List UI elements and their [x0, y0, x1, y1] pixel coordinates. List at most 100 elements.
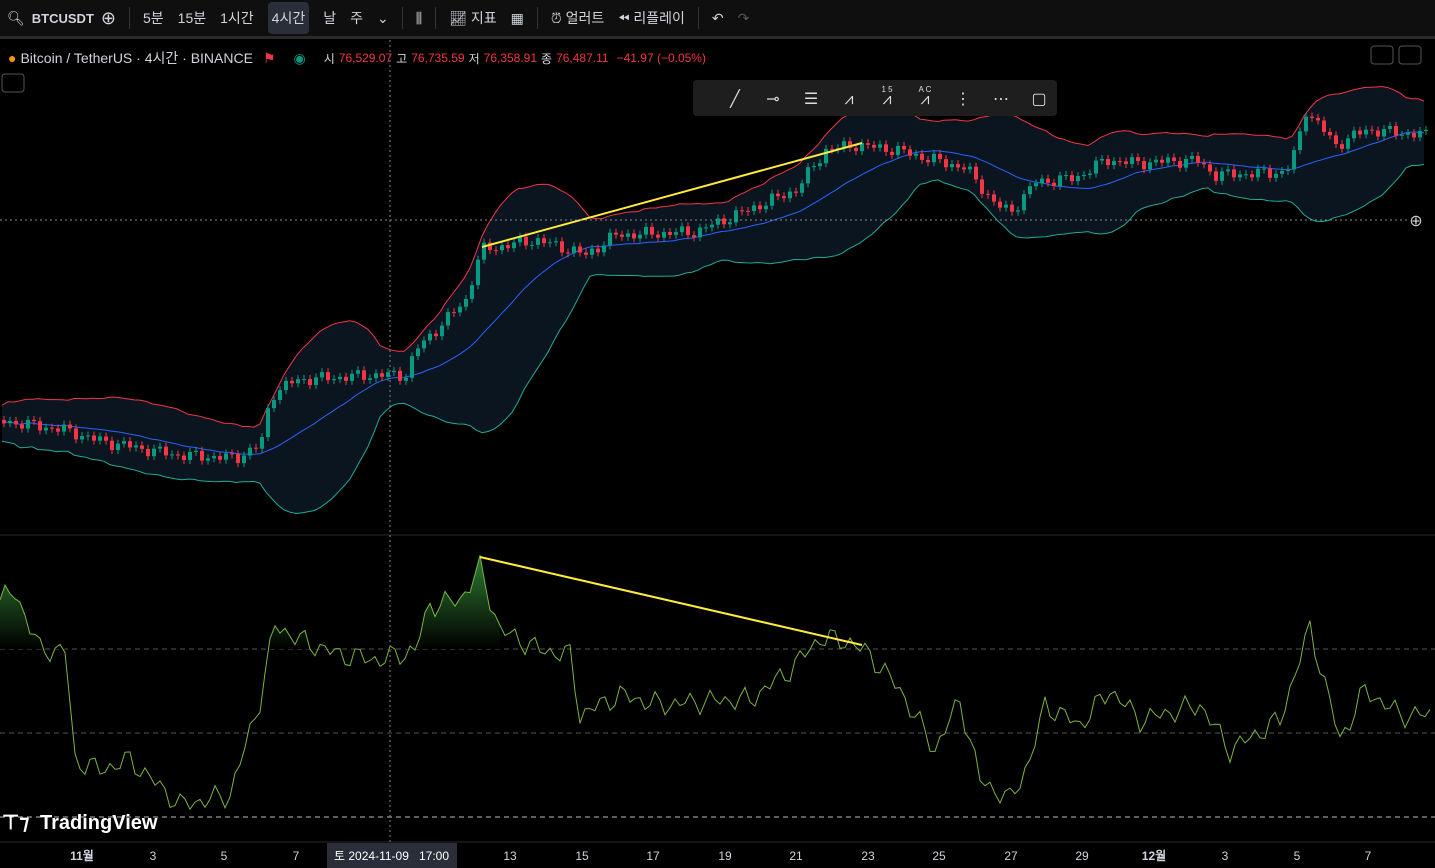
candle-body [206, 458, 210, 461]
flag[interactable]: ⚑ [262, 49, 276, 66]
layouts[interactable]: ▦ [510, 9, 524, 26]
candle-body [188, 451, 192, 461]
small-button[interactable] [1, 73, 25, 93]
alert-button[interactable]: ⏰︎ 얼러트 [550, 10, 605, 26]
time-label: 5 [221, 849, 228, 863]
candle-body [794, 191, 798, 193]
candle-body [8, 420, 12, 424]
candle-body [1064, 175, 1068, 177]
candle-body [398, 370, 402, 381]
logo: TradingView [40, 812, 158, 834]
interval-dropdown[interactable]: ⌄ [376, 9, 389, 26]
interval[interactable]: 주 [350, 10, 363, 26]
candle-body [422, 340, 426, 349]
time-label: 3 [150, 849, 157, 863]
candle-body [1112, 161, 1116, 166]
candle-body [1274, 173, 1278, 178]
candle-body [704, 227, 708, 229]
candle-body [716, 218, 720, 225]
candle-body [1202, 162, 1206, 165]
candle-body [1292, 150, 1296, 170]
replay-button[interactable]: ⏪︎ 리플레이 [618, 10, 685, 26]
interval[interactable]: 날 [323, 10, 337, 26]
candle-body [1304, 116, 1308, 132]
time-label: 21 [789, 849, 803, 863]
candle-body [1298, 131, 1302, 151]
time-label: 29 [1075, 849, 1089, 863]
candle-body [638, 234, 642, 239]
drawing-tool[interactable]: ⋮ [955, 91, 971, 108]
drawing-tool[interactable]: ⋯ [993, 91, 1009, 108]
small-button[interactable] [1370, 45, 1394, 65]
candle-body [332, 379, 336, 381]
candle-body [134, 445, 138, 448]
redo[interactable]: ↷ [737, 9, 750, 26]
candle-body [416, 348, 420, 357]
time-label: 7 [293, 849, 300, 863]
candle-body [104, 436, 108, 441]
drawing-tool[interactable]: ╱ [729, 89, 741, 108]
candle-body [224, 453, 228, 460]
interval[interactable]: 4시간 [267, 2, 310, 34]
drawing-tool[interactable]: ⊸ [766, 91, 779, 108]
trend-line [479, 556, 863, 646]
candle-body [818, 163, 822, 167]
chart-type[interactable]: ⫼ [415, 9, 423, 26]
candle-body [122, 441, 126, 444]
candle-body [878, 144, 882, 148]
drawing-tool[interactable]: ▢ [1031, 91, 1046, 108]
candle-body [578, 246, 582, 253]
candle-body [1256, 168, 1260, 178]
drawing-tool[interactable]: ⩘ [920, 91, 929, 108]
drawing-tool[interactable]: ⩘ [882, 91, 891, 108]
search-icon[interactable]: 🔍︎ [7, 9, 25, 26]
candle-body [458, 306, 462, 313]
drawing-tool[interactable]: ☰ [804, 91, 818, 108]
candle-body [872, 144, 876, 148]
candle-body [788, 191, 792, 199]
interval[interactable]: 5분 [142, 10, 164, 26]
undo[interactable]: ↶ [711, 9, 724, 26]
indicators-button[interactable]: 📈︎ 지표 [449, 10, 497, 26]
candle-body [464, 299, 468, 307]
candle-body [506, 245, 510, 249]
candle-body [614, 232, 618, 235]
candle-body [1130, 157, 1134, 165]
drawing-tool[interactable]: ⩘ [844, 91, 853, 108]
candle-body [668, 231, 672, 235]
candle-body [944, 159, 948, 168]
symbol[interactable]: BTCUSDT [31, 10, 94, 26]
candle-body [1214, 171, 1218, 181]
candle-body [152, 448, 156, 457]
candle-body [50, 427, 54, 429]
candle-body [140, 445, 144, 449]
candle-body [32, 419, 36, 422]
candle-body [1070, 175, 1074, 182]
trend-line [481, 142, 863, 248]
upper-band [1, 85, 1425, 428]
candle-body [698, 227, 702, 238]
candle-body [248, 447, 252, 456]
candle-body [962, 167, 966, 170]
candle-body [1040, 178, 1044, 184]
candle-body [320, 372, 324, 378]
interval[interactable]: 15분 [177, 10, 207, 26]
small-button[interactable] [1398, 45, 1422, 65]
alert: 얼러트 [565, 10, 605, 26]
candle-body [368, 378, 372, 380]
candle-body [344, 376, 348, 381]
candle-body [200, 450, 204, 461]
add-symbol[interactable]: ⊕ [100, 7, 116, 28]
time-label: 3 [1222, 849, 1229, 863]
crosshair-time: 17:00 [419, 849, 449, 863]
candle-body [404, 377, 408, 381]
candle-body [1340, 144, 1344, 149]
candle-body [542, 238, 546, 244]
candle-body [1388, 126, 1392, 130]
candle-body [374, 373, 378, 379]
candle-body [902, 145, 906, 150]
interval[interactable]: 1시간 [220, 10, 254, 26]
candle-body [254, 447, 258, 449]
candle-body [1280, 170, 1284, 174]
